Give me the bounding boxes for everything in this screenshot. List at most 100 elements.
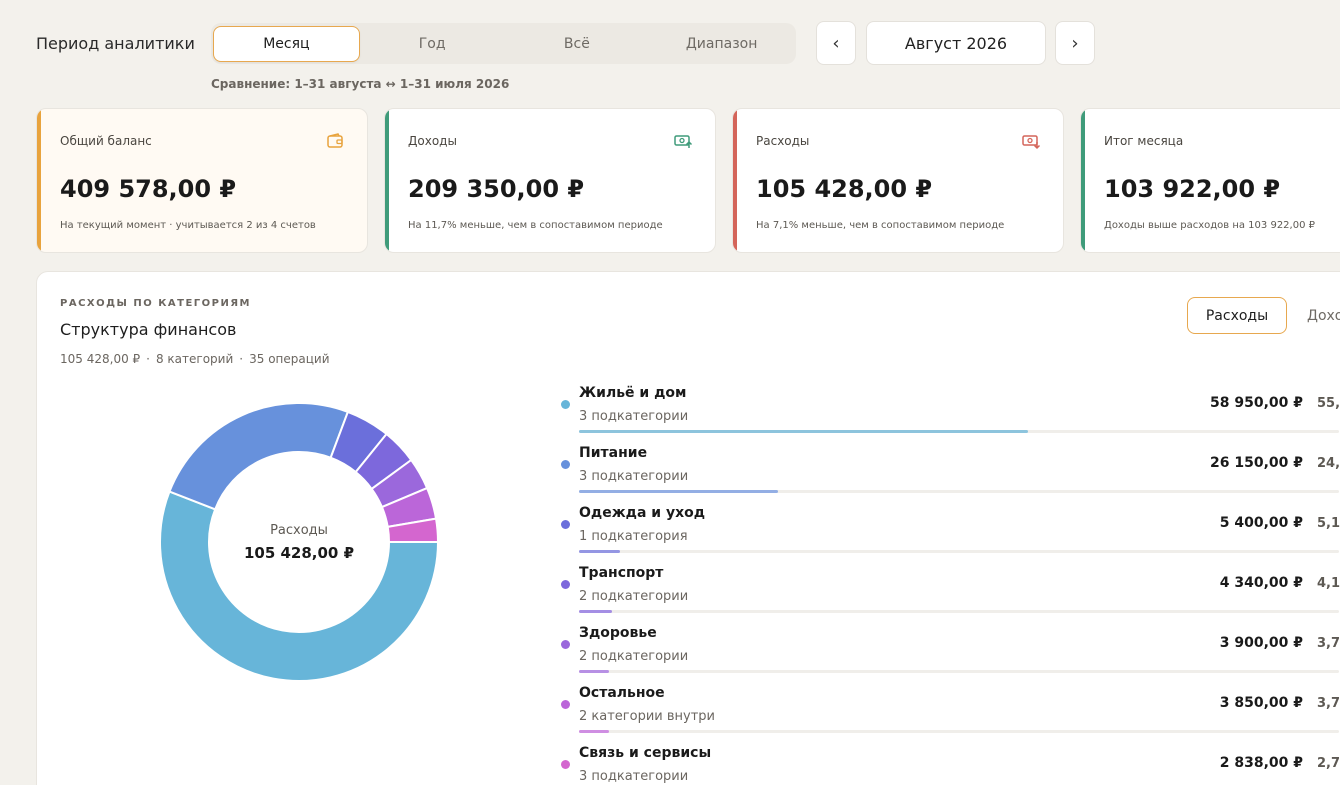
category-subtitle: 2 категории внутри [579, 709, 715, 724]
category-percent: 2,7 [1317, 756, 1340, 771]
category-progress-fill [579, 430, 1028, 433]
category-row[interactable]: Связь и сервисы 3 подкатегории 2 838,00 ₽ 2… [557, 742, 1340, 785]
category-name: Остальное [579, 685, 665, 701]
panel-title: Структура финансов [60, 320, 237, 339]
card-label: Доходы [408, 134, 457, 148]
category-progress [579, 670, 1339, 673]
category-progress [579, 490, 1339, 493]
donut-value: 105 428,00 ₽ [243, 543, 355, 562]
category-color-dot [561, 460, 570, 469]
category-subtitle: 1 подкатегория [579, 529, 688, 544]
tab-year[interactable]: Год [418, 35, 446, 52]
toggle-income[interactable]: Дохо [1307, 307, 1340, 324]
card-note: На текущий момент · учитывается 2 из 4 с… [60, 220, 316, 231]
donut-slice[interactable] [168, 402, 350, 511]
category-subtitle: 3 подкатегории [579, 769, 689, 784]
category-name: Связь и сервисы [579, 745, 712, 761]
card-value: 105 428,00 ₽ [756, 175, 933, 203]
donut-svg [159, 402, 440, 682]
donut-slice[interactable] [159, 490, 440, 682]
card-label: Расходы [756, 134, 810, 148]
category-progress-fill [579, 610, 612, 613]
category-percent: 24,8 [1317, 456, 1340, 471]
meta-separator: · [239, 352, 244, 366]
category-color-dot [561, 520, 570, 529]
comparison-text: Сравнение: 1–31 августа ↔ 1–31 июля 2026 [211, 77, 510, 91]
prev-month-button[interactable]: ‹ [816, 21, 856, 65]
category-subtitle: 3 подкатегории [579, 469, 689, 484]
card-label: Итог месяца [1104, 134, 1184, 148]
category-color-dot [561, 700, 570, 709]
category-subtitle: 3 подкатегории [579, 409, 689, 424]
chevron-right-icon: › [1071, 32, 1079, 54]
card-accent [385, 109, 389, 252]
period-tabs: Месяц Год Всё Диапазон [211, 23, 796, 64]
meta-operations: 35 операций [249, 352, 330, 366]
card-value: 103 922,00 ₽ [1104, 175, 1281, 203]
money-in-icon [674, 135, 693, 148]
wallet-icon [327, 133, 343, 148]
category-amount: 5 400,00 ₽ [1219, 515, 1303, 531]
card-accent [37, 109, 41, 252]
card-total-balance: Общий баланс 409 578,00 ₽ На текущий мом… [36, 108, 368, 253]
category-amount: 4 340,00 ₽ [1219, 575, 1303, 591]
chevron-left-icon: ‹ [832, 32, 840, 54]
tab-month[interactable]: Месяц [213, 25, 360, 62]
category-color-dot [561, 580, 570, 589]
card-label: Общий баланс [60, 134, 152, 148]
card-accent [733, 109, 737, 252]
category-progress-fill [579, 730, 609, 733]
category-row[interactable]: Питание 3 подкатегории 26 150,00 ₽ 24,8 [557, 442, 1340, 502]
category-name: Питание [579, 445, 648, 461]
category-progress-fill [579, 670, 609, 673]
donut-chart: Расходы 105 428,00 ₽ [159, 402, 440, 682]
period-title: Период аналитики [36, 34, 195, 53]
category-progress [579, 430, 1339, 433]
category-color-dot [561, 760, 570, 769]
finance-structure-panel: РАСХОДЫ ПО КАТЕГОРИЯМ Структура финансов… [36, 271, 1340, 785]
category-percent: 3,7 [1317, 636, 1340, 651]
toggle-expenses[interactable]: Расходы [1187, 297, 1287, 334]
category-name: Жильё и дом [579, 385, 687, 401]
panel-meta: 105 428,00 ₽ · 8 категорий · 35 операций [60, 352, 330, 366]
next-month-button[interactable]: › [1055, 21, 1095, 65]
category-amount: 2 838,00 ₽ [1219, 755, 1303, 771]
category-amount: 26 150,00 ₽ [1210, 455, 1303, 471]
card-expenses: Расходы 105 428,00 ₽ На 7,1% меньше, чем… [732, 108, 1064, 253]
donut-slice[interactable] [386, 517, 440, 543]
category-amount: 58 950,00 ₽ [1210, 395, 1303, 411]
donut-label: Расходы [270, 522, 328, 538]
category-percent: 4,1 [1317, 576, 1340, 591]
category-subtitle: 2 подкатегории [579, 649, 689, 664]
category-percent: 3,7 [1317, 696, 1340, 711]
meta-categories: 8 категорий [155, 352, 234, 366]
meta-separator: · [146, 352, 150, 366]
card-month-result: Итог месяца 103 922,00 ₽ Доходы выше рас… [1080, 108, 1340, 253]
tab-range[interactable]: Диапазон [685, 35, 758, 52]
card-value: 209 350,00 ₽ [408, 175, 585, 203]
category-row[interactable]: Остальное 2 категории внутри 3 850,00 ₽ 3,7 [557, 682, 1340, 742]
tab-all[interactable]: Всё [563, 35, 590, 52]
category-row[interactable]: Здоровье 2 подкатегории 3 900,00 ₽ 3,7 [557, 622, 1340, 682]
category-amount: 3 900,00 ₽ [1219, 635, 1303, 651]
category-row[interactable]: Транспорт 2 подкатегории 4 340,00 ₽ 4,1 [557, 562, 1340, 622]
category-row[interactable]: Жильё и дом 3 подкатегории 58 950,00 ₽ 55,9 [557, 382, 1340, 442]
category-name: Здоровье [579, 625, 657, 641]
category-row[interactable]: Одежда и уход 1 подкатегория 5 400,00 ₽ 5,1 [557, 502, 1340, 562]
card-note: На 11,7% меньше, чем в сопоставимом пери… [408, 220, 663, 231]
category-percent: 55,9 [1317, 396, 1340, 411]
category-name: Одежда и уход [579, 505, 706, 521]
current-month[interactable]: Август 2026 [866, 21, 1046, 65]
card-value: 409 578,00 ₽ [60, 175, 237, 203]
card-note: Доходы выше расходов на 103 922,00 ₽ [1104, 220, 1315, 231]
card-accent [1081, 109, 1085, 252]
card-income: Доходы 209 350,00 ₽ На 11,7% меньше, чем… [384, 108, 716, 253]
category-progress [579, 610, 1339, 613]
category-percent: 5,1 [1317, 516, 1340, 531]
category-progress [579, 730, 1339, 733]
panel-kicker: РАСХОДЫ ПО КАТЕГОРИЯМ [60, 298, 252, 309]
category-color-dot [561, 400, 570, 409]
category-progress [579, 550, 1339, 553]
category-subtitle: 2 подкатегории [579, 589, 689, 604]
type-toggle: Расходы Дохо [1187, 297, 1340, 335]
